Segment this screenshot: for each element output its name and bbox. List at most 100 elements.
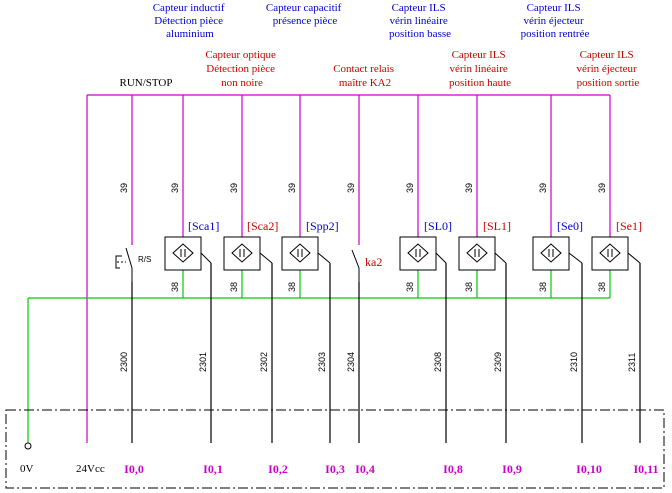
label-line: Détection pièce bbox=[206, 63, 275, 75]
label-line: Capteur ILS bbox=[580, 49, 634, 61]
wire-39-label: 39 bbox=[538, 183, 548, 193]
signal-wire-label: 2301 bbox=[198, 352, 208, 372]
output-stub bbox=[627, 252, 641, 264]
label-ils-ejector-out: Capteur ILS vérin éjecteur position sort… bbox=[577, 49, 640, 89]
label-line: non noire bbox=[221, 77, 263, 89]
sensor-sl1 bbox=[458, 236, 507, 271]
signal-wire-labels: 2300 2301 2302 2303 2304 2308 2309 2310 … bbox=[119, 352, 637, 372]
label-line: vérin linéaire bbox=[389, 15, 447, 27]
sensor-diamond-icon bbox=[172, 243, 194, 263]
ka2-contact bbox=[351, 249, 360, 282]
label-relay-contact: Contact relais maître KA2 bbox=[333, 63, 397, 89]
output-stub bbox=[435, 252, 447, 264]
wire-38-labels: 38 38 38 38 38 38 38 bbox=[170, 282, 607, 292]
signal-wire-label: 2309 bbox=[493, 352, 503, 372]
sensor-body bbox=[399, 236, 437, 271]
signal-wire-label: 2311 bbox=[627, 353, 637, 372]
sensor-sca1 bbox=[164, 236, 212, 271]
output-stub bbox=[494, 252, 507, 264]
tag-ka2: ka2 bbox=[365, 255, 382, 269]
wire-39-label: 39 bbox=[464, 183, 474, 193]
label-line: position sortie bbox=[577, 77, 640, 89]
sensor-diamond-icon bbox=[540, 243, 562, 263]
sensor-diamond-icon bbox=[289, 243, 311, 263]
wire-38-label: 38 bbox=[170, 282, 180, 292]
label-line: Capteur ILS bbox=[527, 2, 581, 14]
label-run-stop: RUN/STOP bbox=[120, 77, 173, 89]
tag-sl1: [SL1] bbox=[483, 219, 511, 233]
signal-wire-label: 2300 bbox=[119, 352, 129, 372]
sensor-se1 bbox=[591, 236, 641, 271]
label-line: aluminium bbox=[166, 28, 214, 40]
switch-blade bbox=[125, 247, 133, 269]
wire-38-label: 38 bbox=[229, 282, 239, 292]
label-line: vérin linéaire bbox=[449, 63, 507, 75]
signal-wire-label: 2310 bbox=[569, 352, 579, 372]
sensor-body bbox=[591, 236, 629, 271]
pushbutton-actuator bbox=[115, 255, 122, 269]
wire-38-label: 38 bbox=[597, 282, 607, 292]
wire-39-label: 39 bbox=[229, 183, 239, 193]
input-label: I0,8 bbox=[443, 462, 463, 476]
output-stub bbox=[568, 252, 583, 264]
signal-wire-label: 2303 bbox=[317, 352, 327, 372]
sensor-body bbox=[532, 236, 570, 271]
label-line: maître KA2 bbox=[339, 77, 391, 89]
label-line: Contact relais bbox=[333, 63, 394, 75]
sensor-diamond-icon bbox=[231, 243, 253, 263]
sensor-diamond-icon bbox=[407, 243, 429, 263]
label-optical-sensor: Capteur optique Détection pièce non noir… bbox=[205, 49, 278, 89]
wire-38-label: 38 bbox=[464, 282, 474, 292]
label-ils-ejector-retracted: Capteur ILS vérin éjecteur position rent… bbox=[521, 2, 590, 40]
label-line: Capteur optique bbox=[205, 49, 276, 61]
wire-39-label: 39 bbox=[597, 183, 607, 193]
sensor-diamond-icon bbox=[466, 243, 488, 263]
label-ils-linear-low: Capteur ILS vérin linéaire position bass… bbox=[389, 2, 451, 40]
input-label: I0,1 bbox=[203, 462, 223, 476]
output-stub bbox=[200, 252, 212, 264]
contact-blade bbox=[351, 249, 360, 269]
tag-sca2: [Sca2] bbox=[247, 219, 278, 233]
signal-wire-label: 2304 bbox=[346, 352, 356, 372]
tag-sca1: [Sca1] bbox=[188, 219, 219, 233]
tag-se1: [Se1] bbox=[616, 219, 642, 233]
common-bus bbox=[27, 270, 611, 443]
wire-39-label: 39 bbox=[170, 183, 180, 193]
tag-sl0: [SL0] bbox=[424, 219, 452, 233]
input-label: I0,9 bbox=[502, 462, 522, 476]
label-line: Capteur ILS bbox=[392, 2, 446, 14]
signal-wires bbox=[131, 263, 641, 443]
label-line: Détection pièce bbox=[154, 15, 223, 27]
wire-39-label: 39 bbox=[405, 183, 415, 193]
tag-se0: [Se0] bbox=[557, 219, 583, 233]
component-tags: [Sca1] [Sca2] [Spp2] ka2 [SL0] [SL1] [Se… bbox=[188, 219, 642, 269]
label-ils-linear-high: Capteur ILS vérin linéaire position haut… bbox=[449, 49, 511, 89]
sensor-body bbox=[164, 236, 202, 271]
label-line: Capteur ILS bbox=[452, 49, 506, 61]
sensor-sca2 bbox=[223, 236, 273, 271]
wire-38-label: 38 bbox=[405, 282, 415, 292]
tag-spp2: [Spp2] bbox=[306, 219, 339, 233]
input-label: I0,4 bbox=[355, 462, 375, 476]
sensor-spp2 bbox=[281, 236, 331, 271]
label-line: position haute bbox=[449, 77, 511, 89]
annotation-labels: Capteur inductif Détection pièce alumini… bbox=[120, 2, 640, 89]
wire-39-labels: 39 39 39 39 39 39 39 39 39 bbox=[119, 183, 607, 193]
signal-wire-label: 2308 bbox=[433, 352, 443, 372]
sensor-body bbox=[223, 236, 261, 271]
wire-38-label: 38 bbox=[538, 282, 548, 292]
input-label: I0,10 bbox=[576, 462, 602, 476]
terminal-0v: 0V bbox=[20, 463, 34, 475]
sensor-body bbox=[458, 236, 496, 271]
label-line: vérin éjecteur bbox=[577, 63, 637, 75]
label-line: position rentrée bbox=[521, 28, 590, 40]
sensor-body bbox=[281, 236, 319, 271]
rs-label: R/S bbox=[138, 255, 151, 264]
input-label: I0,3 bbox=[325, 462, 345, 476]
input-label: I0,11 bbox=[633, 462, 658, 476]
terminal-dot bbox=[24, 442, 32, 450]
wire-39-label: 39 bbox=[287, 183, 297, 193]
sensor-diamond-icon bbox=[599, 243, 621, 263]
wire-39-label: 39 bbox=[119, 183, 129, 193]
